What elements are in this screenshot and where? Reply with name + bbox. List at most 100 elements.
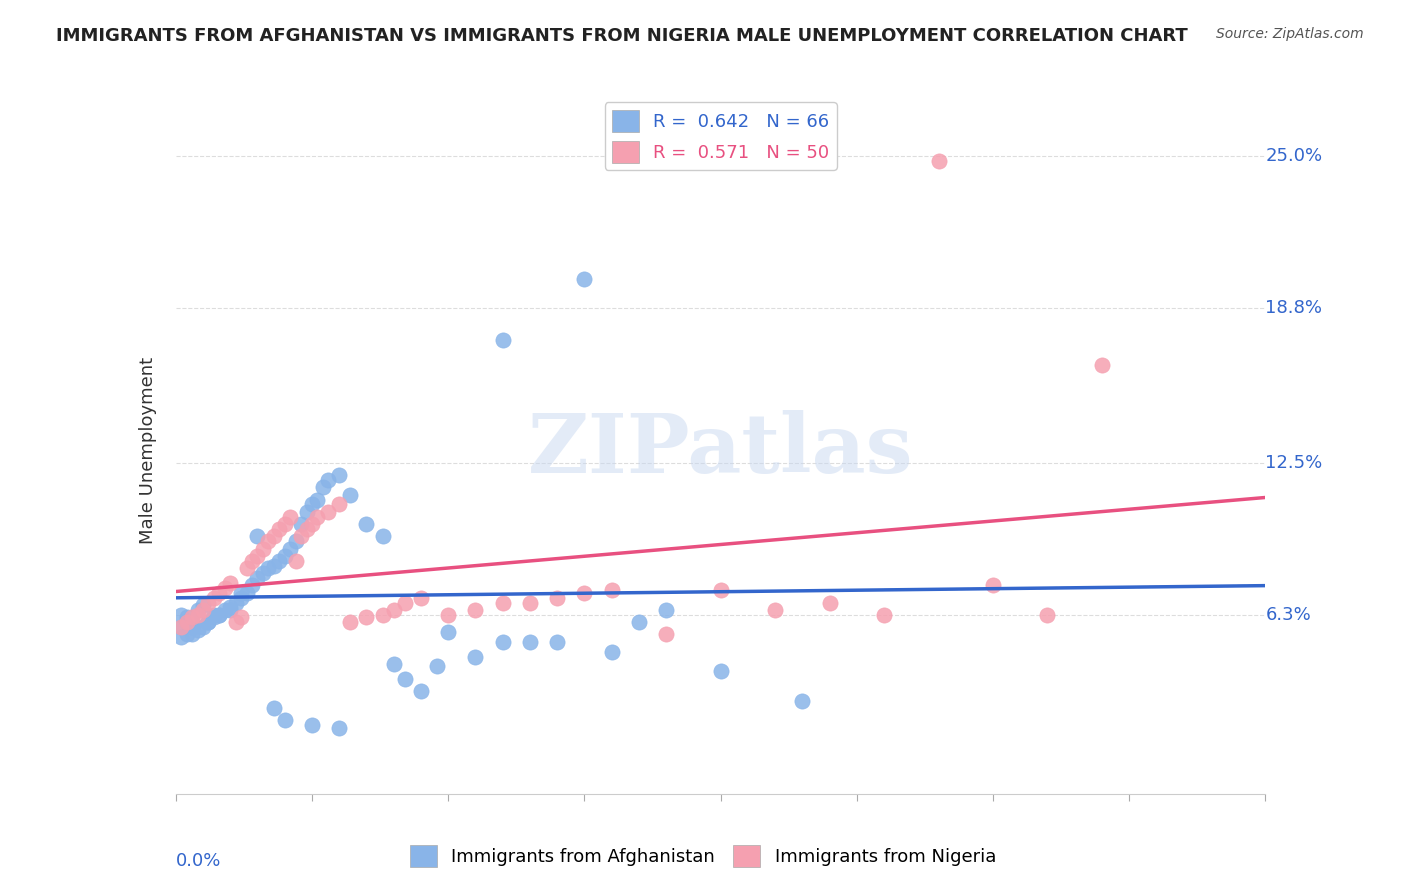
Point: [394, 672, 416, 686]
Point: [219, 576, 242, 591]
Point: [328, 498, 350, 512]
Point: [574, 586, 596, 600]
Point: [202, 610, 225, 624]
Point: [263, 529, 285, 543]
Point: [464, 649, 486, 664]
Point: [600, 583, 623, 598]
Point: [290, 529, 312, 543]
Text: 6.3%: 6.3%: [1265, 606, 1312, 624]
Point: [818, 596, 841, 610]
Point: [181, 610, 204, 624]
Point: [225, 615, 247, 630]
Point: [170, 607, 193, 622]
Point: [371, 607, 394, 622]
Point: [263, 701, 285, 715]
Point: [202, 591, 225, 605]
Point: [197, 615, 219, 630]
Point: [170, 620, 193, 634]
Point: [208, 586, 231, 600]
Point: [1036, 607, 1059, 622]
Point: [290, 517, 312, 532]
Point: [307, 492, 329, 507]
Point: [208, 607, 231, 622]
Point: [274, 549, 297, 563]
Point: [371, 529, 394, 543]
Point: [981, 578, 1004, 592]
Point: [231, 610, 253, 624]
Point: [600, 644, 623, 658]
Text: 25.0%: 25.0%: [1265, 147, 1323, 165]
Point: [252, 566, 274, 581]
Point: [208, 607, 231, 622]
Text: 0.0%: 0.0%: [176, 852, 221, 871]
Point: [437, 607, 460, 622]
Point: [295, 522, 318, 536]
Point: [257, 561, 280, 575]
Point: [170, 620, 193, 634]
Point: [252, 541, 274, 556]
Point: [278, 509, 301, 524]
Point: [382, 657, 405, 671]
Point: [191, 598, 214, 612]
Point: [426, 659, 449, 673]
Point: [176, 615, 198, 630]
Point: [284, 534, 307, 549]
Point: [269, 554, 291, 568]
Point: [186, 603, 209, 617]
Point: [263, 558, 285, 573]
Point: [356, 610, 378, 624]
Point: [492, 596, 515, 610]
Point: [492, 333, 515, 347]
Point: [197, 615, 219, 630]
Point: [202, 607, 225, 622]
Point: [176, 615, 198, 630]
Point: [356, 517, 378, 532]
Point: [655, 603, 678, 617]
Point: [627, 615, 650, 630]
Point: [191, 620, 214, 634]
Point: [339, 487, 361, 501]
Legend: R =  0.642   N = 66, R =  0.571   N = 50: R = 0.642 N = 66, R = 0.571 N = 50: [605, 103, 837, 169]
Point: [186, 623, 209, 637]
Point: [181, 615, 204, 630]
Point: [181, 620, 204, 634]
Point: [328, 467, 350, 482]
Point: [274, 517, 297, 532]
Point: [655, 627, 678, 641]
Point: [574, 271, 596, 285]
Point: [301, 498, 323, 512]
Point: [295, 505, 318, 519]
Point: [246, 571, 269, 585]
Point: [710, 664, 733, 679]
Point: [382, 603, 405, 617]
Point: [546, 635, 568, 649]
Point: [394, 596, 416, 610]
Point: [409, 683, 432, 698]
Point: [301, 517, 323, 532]
Point: [301, 718, 323, 732]
Point: [176, 610, 198, 624]
Point: [339, 615, 361, 630]
Point: [278, 541, 301, 556]
Point: [312, 480, 335, 494]
Point: [240, 578, 263, 592]
Point: [318, 473, 340, 487]
Point: [240, 554, 263, 568]
Point: [1091, 358, 1114, 372]
Point: [519, 596, 541, 610]
Point: [176, 627, 198, 641]
Point: [231, 586, 253, 600]
Text: 18.8%: 18.8%: [1265, 299, 1323, 318]
Point: [246, 549, 269, 563]
Point: [191, 603, 214, 617]
Point: [219, 600, 242, 615]
Point: [231, 591, 253, 605]
Point: [170, 630, 193, 644]
Point: [214, 603, 236, 617]
Point: [792, 694, 814, 708]
Point: [186, 607, 209, 622]
Point: [235, 561, 257, 575]
Text: 12.5%: 12.5%: [1265, 454, 1323, 472]
Point: [181, 627, 204, 641]
Point: [214, 581, 236, 595]
